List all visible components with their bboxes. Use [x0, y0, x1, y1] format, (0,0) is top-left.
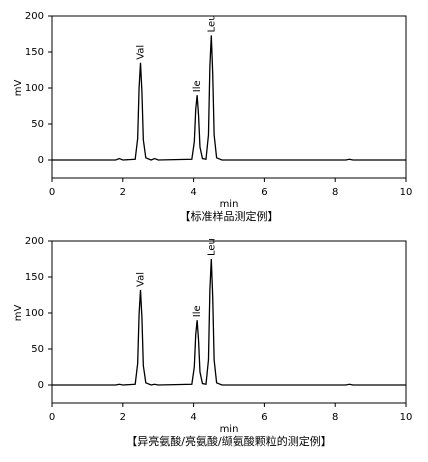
- x-tick-label: 10: [400, 412, 413, 423]
- y-tick-label: 100: [25, 308, 44, 319]
- y-tick-label: 50: [31, 119, 44, 130]
- caption: 【异亮氨酸/亮氨酸/缬氨酸颗粒的测定例】: [126, 434, 331, 448]
- peak-label: Leu: [206, 238, 217, 256]
- x-tick-label: 4: [190, 412, 196, 423]
- trace: [52, 258, 406, 386]
- peak-label: Val: [136, 45, 147, 60]
- peak-label: Ile: [192, 80, 203, 92]
- x-tick-label: 8: [332, 412, 338, 423]
- x-tick-label: 8: [332, 187, 338, 198]
- x-tick-label: 10: [400, 187, 413, 198]
- x-tick-label: 6: [261, 412, 267, 423]
- x-tick-label: 0: [49, 412, 55, 423]
- y-tick-label: 100: [25, 83, 44, 94]
- y-tick-label: 150: [25, 47, 44, 58]
- x-axis-label: min: [220, 424, 239, 435]
- x-tick-label: 4: [190, 187, 196, 198]
- x-tick-label: 0: [49, 187, 55, 198]
- y-tick-label: 200: [25, 11, 44, 22]
- peak-label: Val: [136, 272, 147, 287]
- y-tick-label: 0: [38, 380, 44, 391]
- x-tick-label: 6: [261, 187, 267, 198]
- y-tick-label: 200: [25, 236, 44, 247]
- y-tick-label: 50: [31, 344, 44, 355]
- caption: 【标准样品测定例】: [180, 209, 279, 223]
- y-tick-label: 0: [38, 155, 44, 166]
- x-axis-label: min: [220, 199, 239, 210]
- y-tick-label: 150: [25, 272, 44, 283]
- y-axis-label: mV: [13, 305, 24, 322]
- plot-frame: [51, 240, 407, 404]
- x-tick-label: 2: [120, 412, 126, 423]
- y-axis-label: mV: [13, 80, 24, 97]
- peak-label: Leu: [206, 15, 217, 33]
- plot-frame: [51, 15, 407, 179]
- trace: [52, 35, 406, 161]
- peak-label: Ile: [192, 305, 203, 317]
- x-tick-label: 2: [120, 187, 126, 198]
